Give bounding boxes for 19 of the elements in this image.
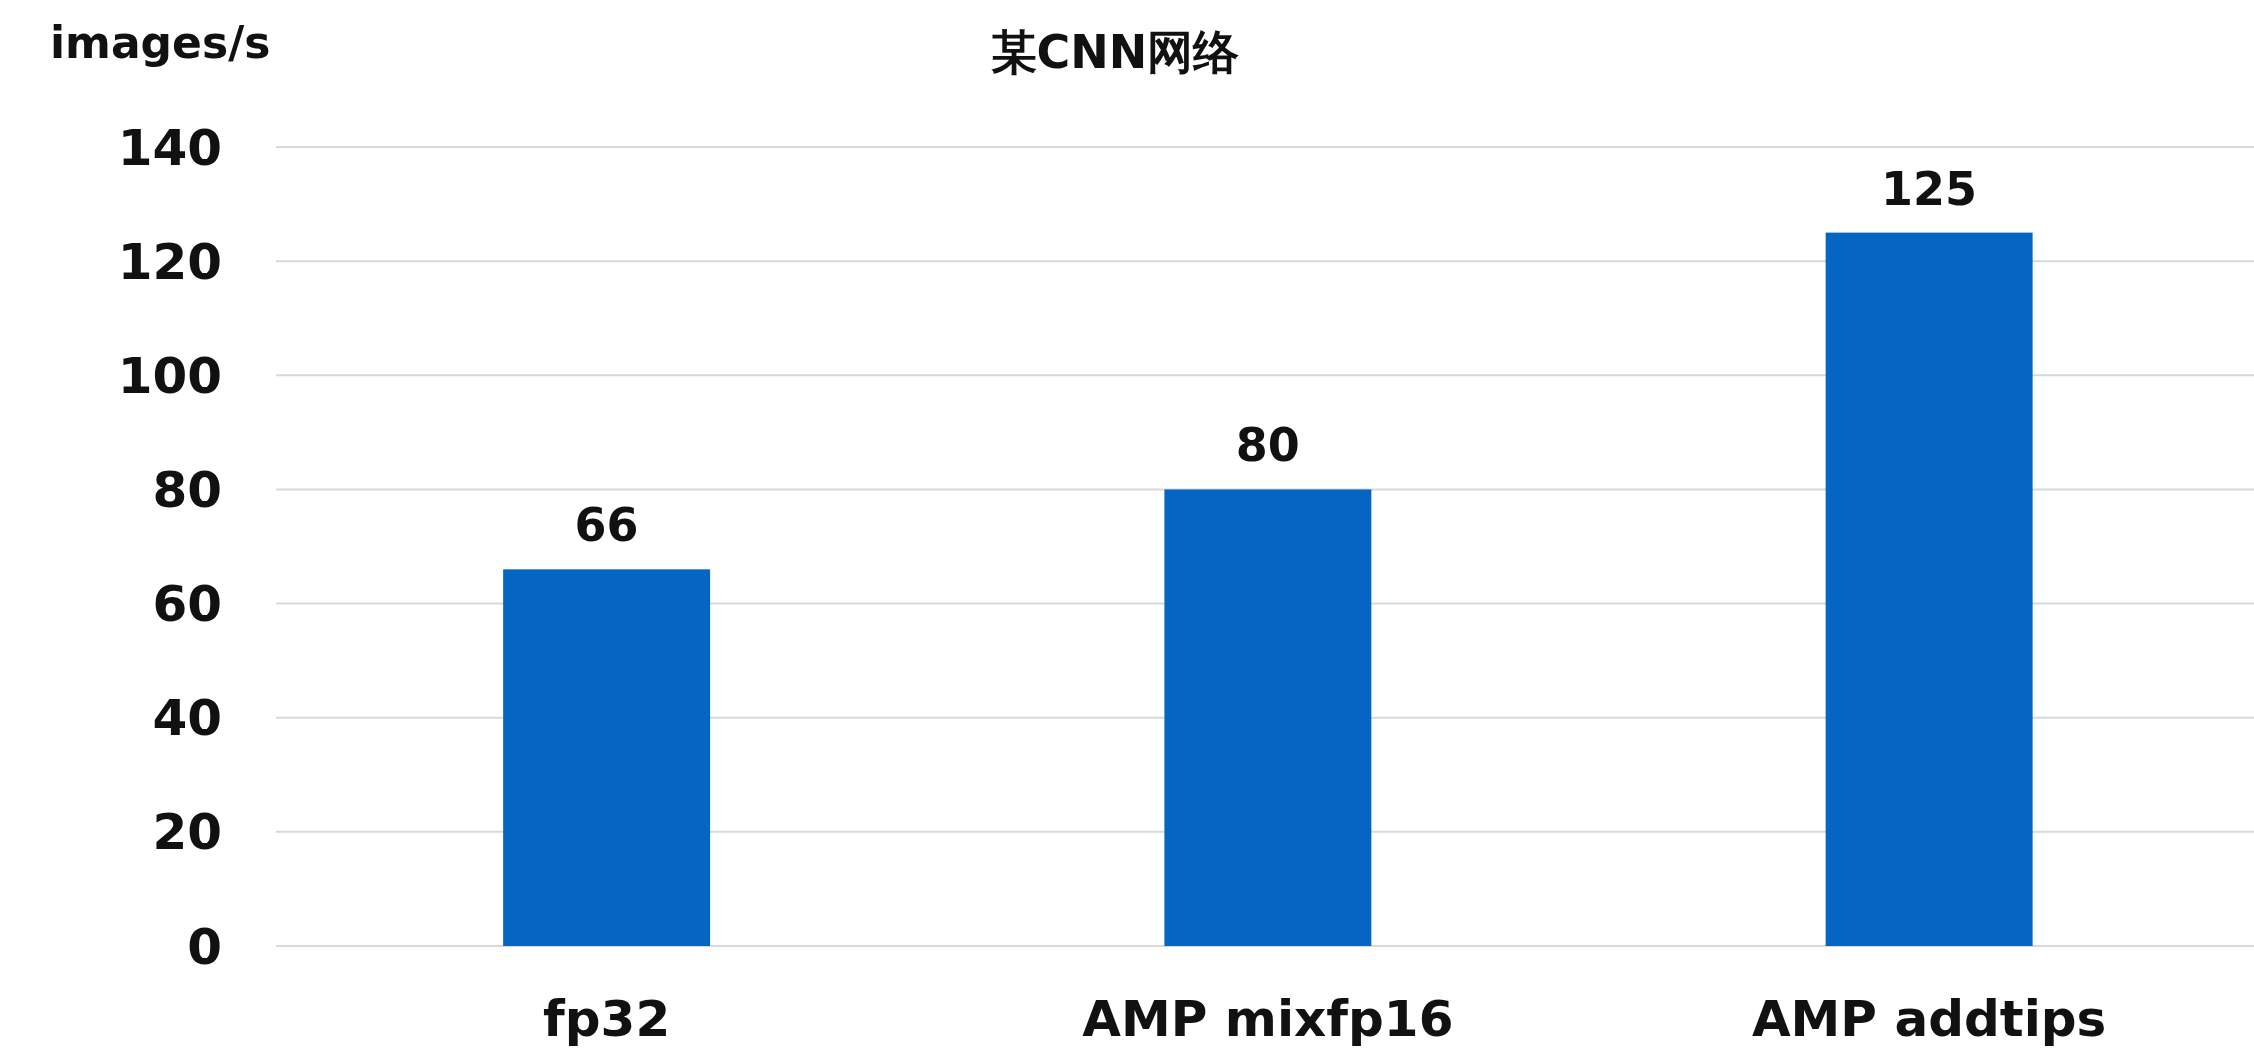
y-axis-title: images/s [50, 17, 271, 68]
y-tick-label: 40 [152, 689, 222, 748]
bar [1825, 232, 2033, 946]
x-tick-label: AMP mixfp16 [1082, 990, 1454, 1048]
bar [1164, 489, 1372, 946]
y-tick-label: 60 [152, 575, 222, 634]
data-label: 80 [1235, 418, 1300, 473]
data-label: 125 [1881, 161, 1978, 216]
y-tick-label: 120 [117, 232, 222, 291]
data-label: 66 [574, 498, 639, 553]
chart-title: 某CNN网络 [990, 25, 1240, 79]
x-tick-label: fp32 [543, 990, 671, 1048]
y-tick-label: 20 [152, 803, 222, 862]
y-tick-label: 100 [117, 346, 222, 405]
y-tick-label: 0 [187, 917, 222, 976]
x-tick-label: AMP addtips [1751, 990, 2107, 1048]
bar [503, 569, 711, 946]
y-tick-label: 80 [152, 460, 222, 519]
y-tick-label: 140 [117, 118, 222, 177]
